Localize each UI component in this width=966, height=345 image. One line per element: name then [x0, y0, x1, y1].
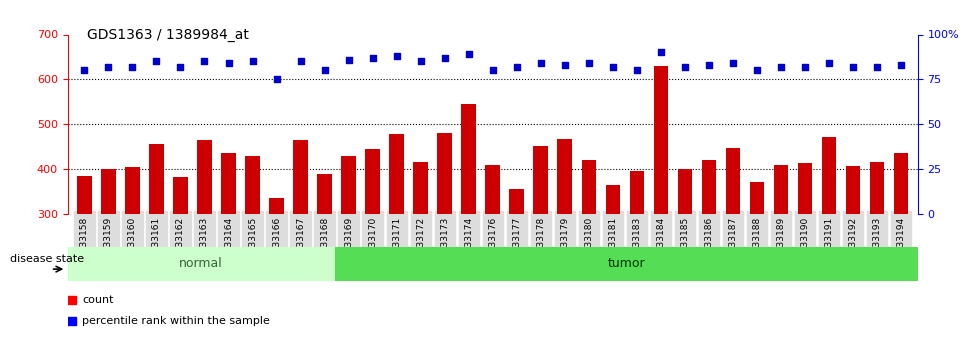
Point — [197, 59, 213, 64]
Text: percentile rank within the sample: percentile rank within the sample — [82, 316, 270, 326]
Point — [485, 68, 500, 73]
Point — [509, 64, 525, 70]
Point — [894, 62, 909, 68]
Bar — [413, 162, 428, 345]
Bar — [245, 157, 260, 345]
Bar — [606, 185, 620, 345]
Point — [581, 60, 596, 66]
Text: count: count — [82, 295, 114, 305]
Point — [461, 51, 476, 57]
Bar — [750, 182, 764, 345]
Point — [317, 68, 332, 73]
Point — [125, 64, 140, 70]
Bar — [486, 165, 499, 345]
Bar — [774, 165, 788, 345]
Point — [173, 64, 188, 70]
Bar — [533, 146, 548, 345]
Point — [269, 77, 284, 82]
Point — [293, 59, 308, 64]
Point — [557, 62, 573, 68]
Bar — [582, 160, 596, 345]
Text: tumor: tumor — [608, 257, 645, 270]
Point — [76, 68, 92, 73]
Bar — [270, 198, 284, 345]
Point — [773, 64, 788, 70]
Bar — [318, 175, 331, 345]
Point — [100, 64, 116, 70]
Bar — [894, 153, 908, 345]
Point — [701, 62, 717, 68]
Bar — [654, 66, 668, 345]
Point — [533, 60, 549, 66]
Bar — [150, 145, 163, 345]
Bar — [126, 167, 140, 345]
Bar — [365, 149, 380, 345]
Bar — [509, 189, 524, 345]
Point — [244, 59, 260, 64]
Point — [749, 68, 764, 73]
Bar — [462, 104, 476, 345]
Point — [869, 64, 885, 70]
Point — [605, 64, 620, 70]
Point — [345, 26, 360, 31]
Point — [797, 64, 812, 70]
Bar — [101, 169, 116, 345]
Point — [341, 57, 356, 62]
Point — [653, 50, 668, 55]
Bar — [77, 176, 92, 345]
Point — [412, 59, 428, 64]
Point — [345, 214, 360, 219]
Bar — [438, 133, 452, 345]
Point — [821, 60, 837, 66]
Point — [845, 64, 861, 70]
Point — [365, 55, 381, 61]
Text: normal: normal — [180, 257, 223, 270]
Bar — [221, 153, 236, 345]
Bar — [845, 166, 860, 345]
Point — [629, 68, 644, 73]
Bar — [557, 139, 572, 345]
Point — [389, 53, 405, 59]
Bar — [630, 171, 644, 345]
Bar — [389, 134, 404, 345]
Bar — [725, 148, 740, 345]
Bar — [701, 160, 716, 345]
Bar — [341, 157, 355, 345]
Point — [149, 59, 164, 64]
Point — [725, 60, 741, 66]
Bar — [822, 137, 836, 345]
Point — [677, 64, 693, 70]
Bar — [173, 177, 187, 345]
Bar — [677, 169, 692, 345]
Text: GDS1363 / 1389984_at: GDS1363 / 1389984_at — [87, 28, 249, 42]
Bar — [197, 140, 212, 345]
Point — [221, 60, 237, 66]
Bar — [294, 140, 308, 345]
Bar — [869, 162, 884, 345]
Bar — [798, 163, 812, 345]
Point — [437, 55, 452, 61]
Text: disease state: disease state — [10, 254, 84, 264]
